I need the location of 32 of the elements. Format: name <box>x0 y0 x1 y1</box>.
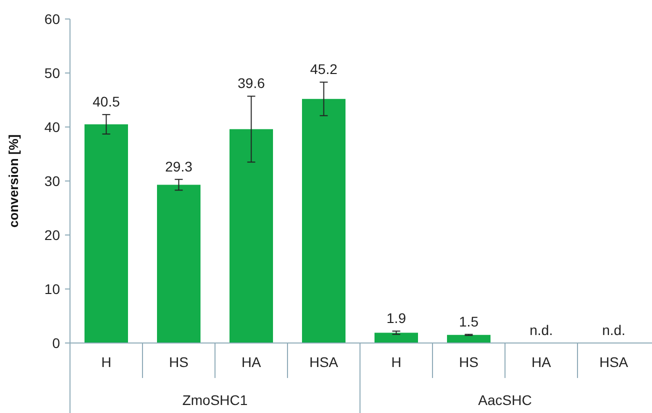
x-tick-label: HSA <box>309 354 339 370</box>
data-label: 45.2 <box>310 61 338 78</box>
data-label: 39.6 <box>238 75 266 92</box>
text: n.d. <box>530 322 553 338</box>
data-label: 1.9 <box>386 310 406 326</box>
x-tick-label: HSA <box>599 354 629 370</box>
bar <box>374 332 418 343</box>
y-tick-label: 50 <box>44 64 60 81</box>
x-tick-label: H <box>391 354 402 370</box>
y-tick-label: 30 <box>44 172 60 189</box>
y-tick-label: 60 <box>44 10 60 27</box>
bar <box>447 334 490 343</box>
y-tick-label: 40 <box>44 118 60 135</box>
y-axis-title: conversion [%] <box>6 134 21 228</box>
x-tick-label: HA <box>532 354 552 370</box>
data-label: 40.5 <box>92 94 120 110</box>
x-tick-label: HS <box>169 354 188 370</box>
x-tick-label: HA <box>242 354 262 370</box>
data-label: 29.3 <box>165 158 193 174</box>
bar <box>84 124 128 343</box>
text: ZmoSHC1 <box>182 392 248 408</box>
bar <box>157 184 200 343</box>
text: AacSHC <box>478 392 532 408</box>
y-tick-label: 0 <box>52 334 60 351</box>
data-label: 1.5 <box>459 313 479 330</box>
y-tick-label: 20 <box>44 226 60 243</box>
bar <box>302 98 346 343</box>
text: n.d. <box>602 322 626 338</box>
x-tick-label: HS <box>459 354 478 370</box>
y-tick-label: 10 <box>44 280 60 297</box>
bar <box>230 129 273 343</box>
x-tick-label: H <box>101 354 112 370</box>
